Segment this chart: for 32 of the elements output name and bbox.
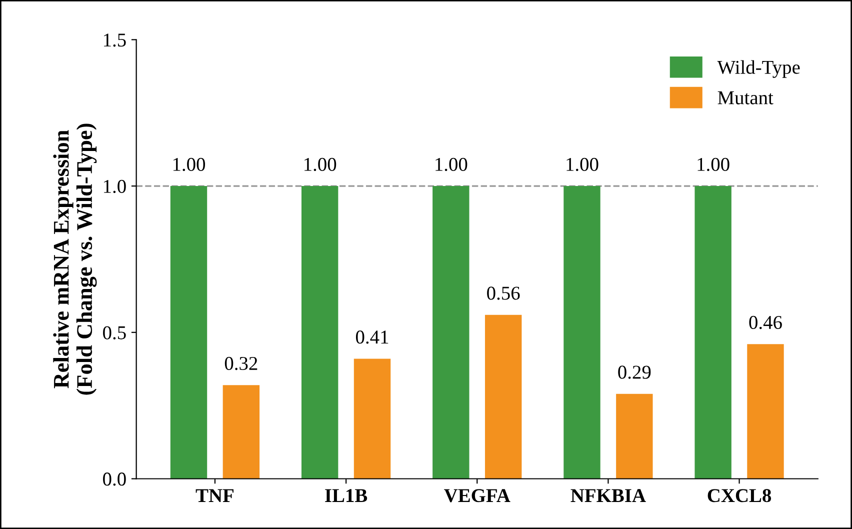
bar xyxy=(564,186,600,479)
data-label: 0.32 xyxy=(224,356,258,370)
bar xyxy=(301,186,338,479)
legend-label: Mutant xyxy=(718,91,774,104)
x-tick-label: VEGFA xyxy=(444,489,510,502)
bar xyxy=(170,186,208,479)
bar xyxy=(747,344,784,479)
x-tick-label: IL1B xyxy=(325,489,368,502)
bar xyxy=(484,314,522,479)
data-label: 0.29 xyxy=(618,366,651,379)
data-label: 0.41 xyxy=(356,330,388,344)
bar xyxy=(616,394,653,479)
data-label: 1.00 xyxy=(698,158,730,172)
y-tick-label: 0.5 xyxy=(103,326,126,340)
bar xyxy=(432,186,470,479)
data-label: 1.00 xyxy=(304,158,336,172)
y-axis-title: Relative mRNA Expression (Fold Change vs. Wild-Type) xyxy=(53,124,97,395)
data-label: 0.56 xyxy=(487,286,520,300)
legend-label: Wild-Type xyxy=(717,60,800,78)
data-label: 1.00 xyxy=(566,158,598,172)
x-tick-label: NFKBIA xyxy=(570,489,646,502)
data-label: 0.46 xyxy=(749,316,782,330)
bar xyxy=(694,186,732,479)
y-tick-label: 1.5 xyxy=(104,34,126,47)
y-tick-label: 0.0 xyxy=(103,472,126,486)
data-label: 1.00 xyxy=(173,158,206,172)
x-tick-label: CXCL8 xyxy=(708,489,772,502)
data-label: 1.00 xyxy=(436,158,468,172)
bar xyxy=(222,385,260,479)
y-tick-label: 1.0 xyxy=(104,180,126,194)
bar xyxy=(354,358,391,479)
x-tick-label: TNF xyxy=(196,489,234,502)
